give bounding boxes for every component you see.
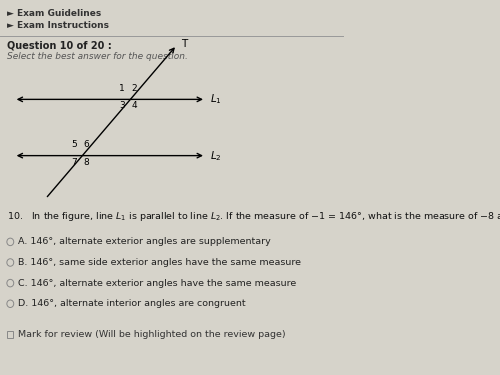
Text: 2: 2 [132, 84, 137, 93]
Text: 1: 1 [120, 84, 125, 93]
Text: 4: 4 [132, 101, 137, 110]
Text: $L_1$: $L_1$ [210, 93, 222, 106]
Text: Mark for review (Will be highlighted on the review page): Mark for review (Will be highlighted on … [18, 330, 285, 339]
Text: C. 146°, alternate exterior angles have the same measure: C. 146°, alternate exterior angles have … [18, 279, 296, 288]
Text: A. 146°, alternate exterior angles are supplementary: A. 146°, alternate exterior angles are s… [18, 237, 270, 246]
Text: $L_2$: $L_2$ [210, 149, 222, 162]
Text: Select the best answer for the question.: Select the best answer for the question. [7, 52, 188, 61]
Text: 7: 7 [72, 158, 77, 166]
Text: 5: 5 [72, 140, 77, 149]
Text: ► Exam Guidelines: ► Exam Guidelines [7, 9, 101, 18]
Text: T: T [181, 39, 187, 49]
Text: 10.   In the figure, line $L_1$ is parallel to line $L_2$. If the measure of −1 : 10. In the figure, line $L_1$ is paralle… [7, 210, 500, 223]
Text: D. 146°, alternate interior angles are congruent: D. 146°, alternate interior angles are c… [18, 299, 246, 308]
Text: 6: 6 [84, 140, 89, 149]
Text: 8: 8 [84, 158, 89, 166]
Bar [7, 331, 13, 338]
Text: B. 146°, same side exterior angles have the same measure: B. 146°, same side exterior angles have … [18, 258, 301, 267]
Text: ► Exam Instructions: ► Exam Instructions [7, 21, 109, 30]
Text: Question 10 of 20 :: Question 10 of 20 : [7, 40, 112, 50]
Text: 3: 3 [120, 101, 125, 110]
